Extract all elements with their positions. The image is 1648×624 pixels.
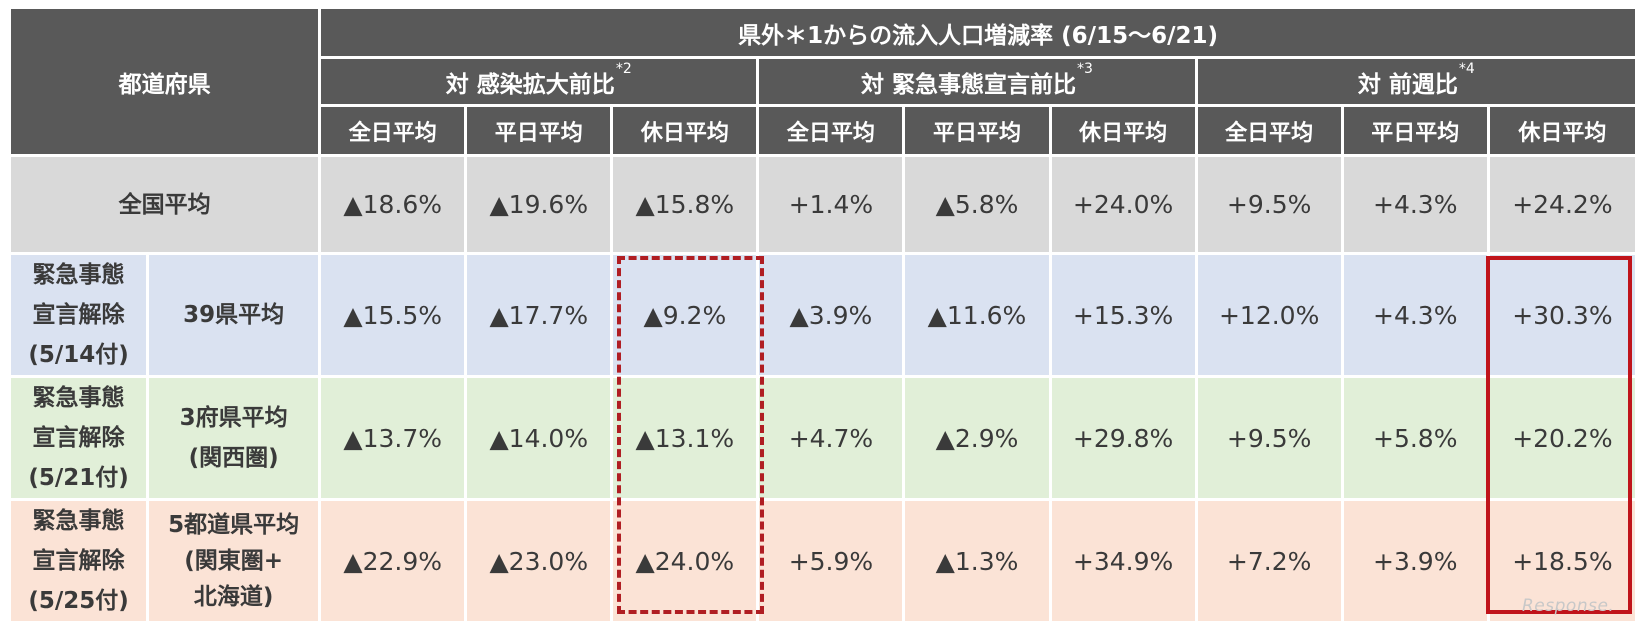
table-row: 緊急事態 宣言解除 (5/25付) 5都道県平均 (関東圏+ 北海道) ▲22.9% ▲… (7, 498, 1639, 624)
value-cell: ▲11.6% (902, 252, 1052, 378)
value-cell: ▲15.8% (610, 154, 760, 255)
value-cell: ▲19.6% (464, 154, 614, 255)
inflow-rate-table: 都道府県 県外＊1からの流入人口増減率 (6/15〜6/21) 対 感染拡大前比… (7, 6, 1639, 624)
value-cell: ▲13.7% (318, 375, 468, 501)
row-group-label: 緊急事態 宣言解除 (5/21付) (7, 375, 150, 501)
value-cell: +7.2% (1194, 498, 1344, 624)
value-cell: ▲1.3% (902, 498, 1052, 624)
header-sub-weekdays: 平日平均 (902, 104, 1052, 157)
watermark-logo: Response. (1522, 596, 1615, 616)
value-cell: +12.0% (1194, 252, 1344, 378)
table-row: 緊急事態 宣言解除 (5/21付) 3府県平均 (関西圏) ▲13.7% ▲14.0%… (7, 375, 1639, 501)
value-cell: +5.8% (1340, 375, 1490, 501)
value-cell: +15.3% (1048, 252, 1198, 378)
value-cell: +4.3% (1340, 154, 1490, 255)
value-cell: +5.9% (756, 498, 906, 624)
value-cell: ▲17.7% (464, 252, 614, 378)
value-cell: +24.2% (1486, 154, 1639, 255)
value-cell: ▲22.9% (318, 498, 468, 624)
row-label-national: 全国平均 (7, 154, 322, 255)
value-cell: +29.8% (1048, 375, 1198, 501)
header-group-prev-week: 対 前週比*4 (1194, 56, 1639, 107)
value-cell: ▲9.2% (610, 252, 760, 378)
header-sub-all-days: 全日平均 (1194, 104, 1344, 157)
value-cell: +34.9% (1048, 498, 1198, 624)
value-cell: ▲5.8% (902, 154, 1052, 255)
value-cell: ▲18.6% (318, 154, 468, 255)
row-group-label: 緊急事態 宣言解除 (5/25付) (7, 498, 150, 624)
header-sub-weekdays: 平日平均 (1340, 104, 1490, 157)
header-prefecture: 都道府県 (7, 6, 322, 157)
value-cell: ▲24.0% (610, 498, 760, 624)
row-label-kanto-hokkaido: 5都道県平均 (関東圏+ 北海道) (146, 498, 322, 624)
value-cell: +4.7% (756, 375, 906, 501)
header-sub-holidays: 休日平均 (610, 104, 760, 157)
value-cell: +18.5% (1486, 498, 1639, 624)
value-cell: +30.3% (1486, 252, 1639, 378)
header-sub-all-days: 全日平均 (318, 104, 468, 157)
value-cell: +9.5% (1194, 375, 1344, 501)
value-cell: +4.3% (1340, 252, 1490, 378)
table-row: 緊急事態 宣言解除 (5/14付) 39県平均 ▲15.5% ▲17.7% ▲9.2… (7, 252, 1639, 378)
row-label-kansai: 3府県平均 (関西圏) (146, 375, 322, 501)
value-cell: +24.0% (1048, 154, 1198, 255)
table-row: 全国平均 ▲18.6% ▲19.6% ▲15.8% +1.4% ▲5.8% +2… (7, 154, 1639, 255)
value-cell: +3.9% (1340, 498, 1490, 624)
value-cell: +20.2% (1486, 375, 1639, 501)
header-sub-weekdays: 平日平均 (464, 104, 614, 157)
row-label-39-prefectures: 39県平均 (146, 252, 322, 378)
header-main-title: 県外＊1からの流入人口増減率 (6/15〜6/21) (318, 6, 1638, 59)
value-cell: +1.4% (756, 154, 906, 255)
value-cell: ▲2.9% (902, 375, 1052, 501)
value-cell: +9.5% (1194, 154, 1344, 255)
value-cell: ▲23.0% (464, 498, 614, 624)
value-cell: ▲14.0% (464, 375, 614, 501)
header-sub-holidays: 休日平均 (1486, 104, 1639, 157)
header-group-pre-spread: 対 感染拡大前比*2 (318, 56, 760, 107)
value-cell: ▲13.1% (610, 375, 760, 501)
header-sub-all-days: 全日平均 (756, 104, 906, 157)
value-cell: ▲15.5% (318, 252, 468, 378)
row-group-label: 緊急事態 宣言解除 (5/14付) (7, 252, 150, 378)
value-cell: ▲3.9% (756, 252, 906, 378)
header-group-pre-emergency: 対 緊急事態宣言前比*3 (756, 56, 1198, 107)
header-sub-holidays: 休日平均 (1048, 104, 1198, 157)
